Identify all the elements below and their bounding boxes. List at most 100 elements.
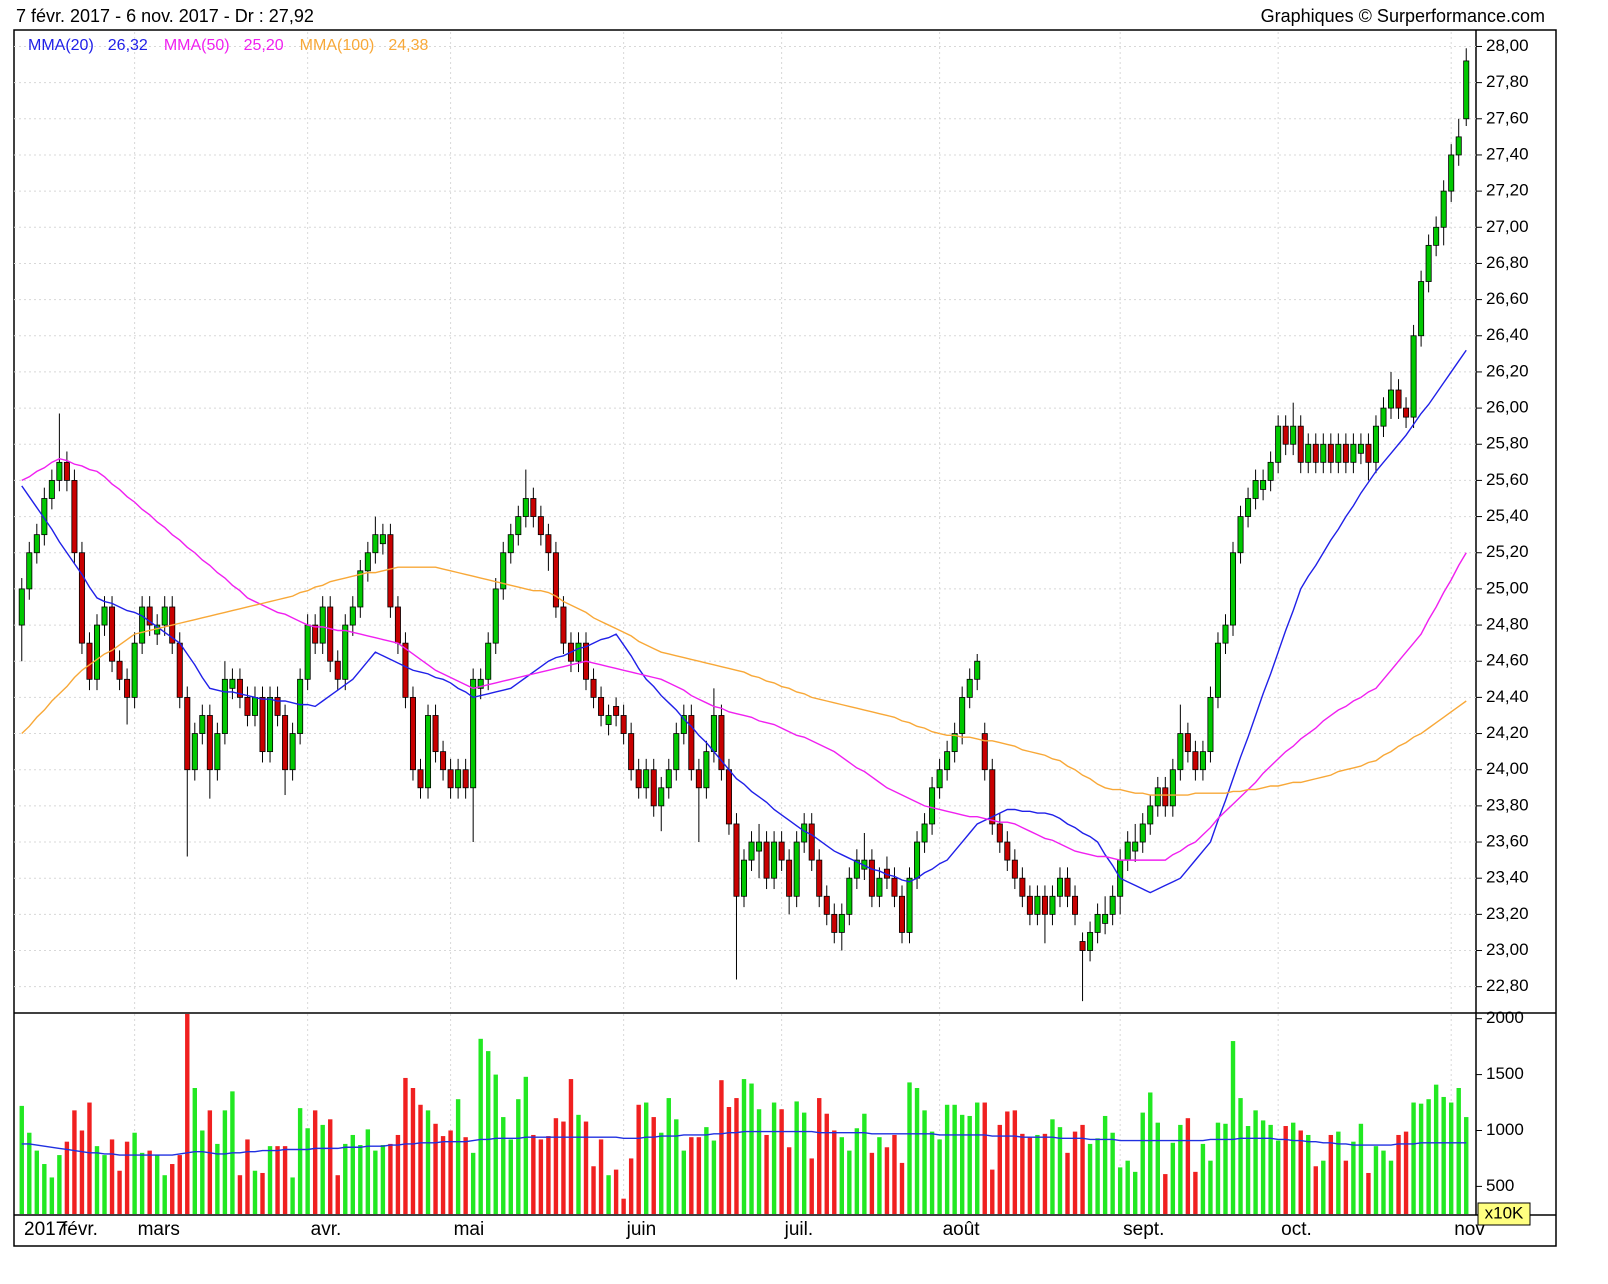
volume-bar bbox=[613, 1169, 619, 1214]
candle-body bbox=[989, 769, 996, 825]
volume-bar bbox=[1351, 1141, 1356, 1214]
volume-bar bbox=[501, 1117, 506, 1214]
volume-bar bbox=[192, 1088, 197, 1214]
y-tick-label: 24,00 bbox=[1486, 759, 1529, 778]
candle-body bbox=[590, 678, 597, 698]
candle-body bbox=[1230, 552, 1237, 626]
volume-bar bbox=[335, 1175, 340, 1214]
volume-bar bbox=[1102, 1115, 1108, 1214]
candle-body bbox=[733, 823, 740, 897]
y-tick-label: 26,40 bbox=[1486, 325, 1529, 344]
candle-body bbox=[1177, 733, 1184, 771]
candle-body bbox=[650, 769, 657, 807]
volume-bar bbox=[1087, 1143, 1093, 1214]
candle-body bbox=[372, 534, 379, 554]
candle-body bbox=[425, 715, 432, 789]
volume-bar bbox=[734, 1098, 739, 1214]
volume-bar bbox=[1283, 1126, 1288, 1214]
y-tick-label: 27,40 bbox=[1486, 144, 1529, 163]
volume-bar bbox=[1005, 1111, 1010, 1214]
x-tick-label: août bbox=[943, 1219, 981, 1240]
volume-bar bbox=[433, 1123, 438, 1214]
legend-name: MMA(100) bbox=[300, 37, 375, 54]
candle-body bbox=[1312, 443, 1319, 463]
candle-body bbox=[620, 715, 627, 734]
candle-body bbox=[1147, 805, 1154, 825]
volume-bar bbox=[583, 1121, 589, 1214]
candle-body bbox=[763, 841, 770, 879]
candle-body bbox=[1102, 913, 1109, 924]
volume-bar bbox=[448, 1130, 453, 1214]
volume-bar bbox=[1223, 1123, 1228, 1214]
volume-bar bbox=[1336, 1131, 1341, 1214]
volume-bar bbox=[1200, 1143, 1206, 1214]
volume-bar bbox=[252, 1170, 258, 1214]
y-tick-label: 26,20 bbox=[1486, 361, 1529, 380]
candle-body bbox=[109, 606, 116, 662]
candle-body bbox=[921, 823, 928, 843]
volume-bar bbox=[139, 1152, 145, 1214]
volume-bar bbox=[117, 1170, 122, 1214]
candle-body bbox=[966, 678, 973, 698]
volume-bar bbox=[358, 1145, 363, 1214]
volume-bar bbox=[869, 1152, 875, 1214]
volume-bar bbox=[290, 1177, 295, 1214]
legend-name: MMA(50) bbox=[164, 37, 230, 54]
candle-body bbox=[1245, 498, 1252, 517]
volume-bar bbox=[343, 1143, 348, 1214]
candle-body bbox=[289, 733, 296, 771]
volume-bar bbox=[1418, 1103, 1424, 1214]
candle-body bbox=[282, 715, 289, 771]
candle-body bbox=[1463, 60, 1470, 120]
candle-body bbox=[1094, 913, 1101, 933]
header-right: Graphiques © Surperformance.com bbox=[1261, 6, 1545, 26]
moving-average bbox=[21, 457, 1467, 861]
volume-bar bbox=[418, 1104, 423, 1214]
candle-body bbox=[124, 678, 131, 698]
y-tick-label: 27,60 bbox=[1486, 108, 1529, 127]
volume-bar bbox=[1358, 1123, 1364, 1214]
candle-body bbox=[1342, 443, 1349, 463]
volume-bar bbox=[1170, 1142, 1176, 1214]
candle-body bbox=[929, 787, 936, 825]
candle-body bbox=[146, 606, 153, 626]
candle-body bbox=[635, 769, 642, 789]
volume-bar bbox=[1238, 1098, 1243, 1214]
y-tick-label: 22,80 bbox=[1486, 976, 1529, 995]
candle-body bbox=[116, 660, 123, 680]
candle-body bbox=[48, 480, 55, 499]
candle-body bbox=[1049, 895, 1056, 915]
candle-body bbox=[500, 552, 507, 590]
candle-body bbox=[1305, 443, 1312, 463]
y-tick-label: 25,20 bbox=[1486, 542, 1529, 561]
volume-bar bbox=[147, 1150, 152, 1214]
volume-bar bbox=[1306, 1134, 1311, 1214]
volume-bar bbox=[1155, 1122, 1160, 1214]
candle-body bbox=[1418, 281, 1425, 337]
legend-value: 25,20 bbox=[244, 37, 284, 54]
volume-bar bbox=[185, 1014, 190, 1214]
volume-bar bbox=[591, 1166, 596, 1214]
volume-bar bbox=[267, 1146, 273, 1214]
candle-body bbox=[974, 660, 981, 680]
volume-bar bbox=[636, 1104, 641, 1214]
candle-body bbox=[1320, 443, 1327, 463]
candle-body bbox=[515, 516, 522, 536]
y-tick-label: 25,80 bbox=[1486, 434, 1529, 453]
candle-body bbox=[959, 696, 966, 734]
y-tick-label: 25,40 bbox=[1486, 506, 1529, 525]
volume-bar bbox=[523, 1076, 529, 1214]
candle-body bbox=[1011, 859, 1018, 879]
y-tick-label: 23,20 bbox=[1486, 904, 1529, 923]
candle-body bbox=[1222, 624, 1229, 644]
volume-bar bbox=[1411, 1102, 1416, 1214]
candle-body bbox=[1132, 841, 1139, 852]
candle-body bbox=[41, 498, 48, 536]
volume-bar bbox=[508, 1139, 513, 1214]
volume-bar bbox=[1148, 1092, 1153, 1214]
y-tick-label: 23,40 bbox=[1486, 868, 1529, 887]
legend-name: MMA(20) bbox=[28, 37, 94, 54]
volume-bar bbox=[34, 1150, 40, 1214]
volume-bar bbox=[305, 1128, 310, 1214]
